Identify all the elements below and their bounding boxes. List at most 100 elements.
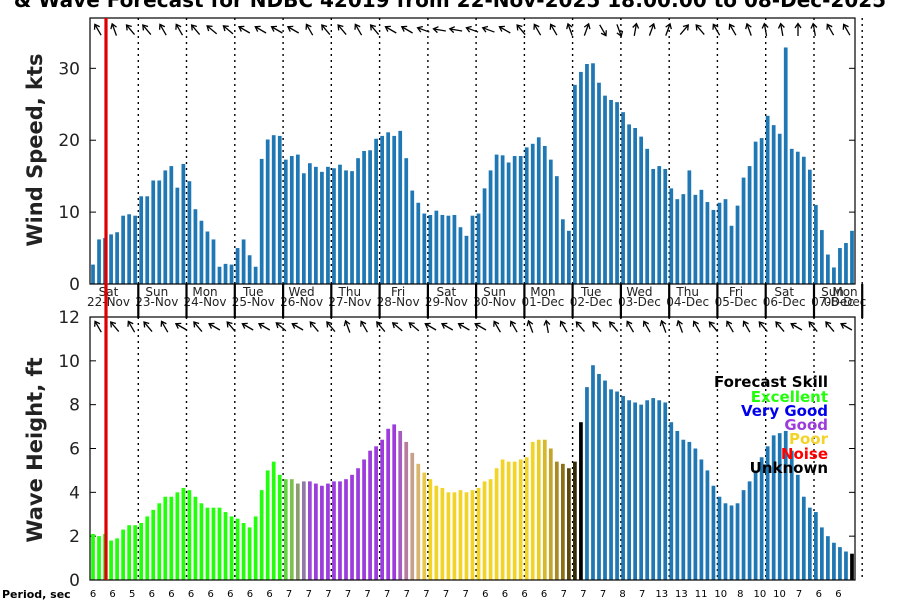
- day-of-week-label: Mon: [832, 285, 857, 299]
- wave-bar: [651, 398, 656, 580]
- wave-bar: [434, 485, 439, 580]
- legend-poor: Poor: [789, 430, 829, 448]
- wave-bar: [386, 428, 391, 580]
- wave-bar: [175, 492, 180, 580]
- period-value: 7: [463, 589, 469, 600]
- date-label: 27-Nov: [328, 295, 371, 309]
- period-value: 8: [619, 589, 625, 600]
- wave-direction-arrow: [742, 320, 751, 333]
- wind-direction-arrow: [222, 25, 234, 35]
- wave-bar: [585, 387, 589, 580]
- legend-unknown: Unknown: [750, 459, 828, 477]
- wind-bar: [277, 135, 282, 284]
- wind-bar: [253, 266, 258, 284]
- wind-direction-arrow: [384, 25, 397, 34]
- wind-direction-arrow: [549, 23, 558, 36]
- wave-bar: [657, 400, 662, 580]
- period-value: 6: [816, 589, 822, 600]
- date-label: 01-Dec: [521, 295, 564, 309]
- wind-bar: [217, 266, 222, 284]
- wave-bar: [368, 450, 372, 580]
- wave-plot-frame: [89, 316, 856, 581]
- wave-bar: [687, 441, 692, 580]
- wind-bar: [97, 239, 101, 284]
- wind-plot-frame: [89, 17, 856, 285]
- wave-bar: [838, 547, 842, 581]
- wave-direction-arrow: [592, 321, 602, 333]
- wind-bar: [844, 243, 848, 284]
- wave-bar: [645, 400, 650, 580]
- wind-direction-arrow: [142, 24, 152, 36]
- wave-bar: [681, 439, 686, 580]
- wind-direction-arrow: [237, 25, 251, 34]
- wave-direction-arrow: [726, 320, 734, 333]
- wind-bar: [265, 139, 270, 284]
- wave-bar: [470, 490, 475, 580]
- wind-y-ticks: 0 10 20 30: [58, 59, 855, 295]
- period-value: 7: [286, 589, 292, 600]
- wave-bar: [223, 512, 228, 580]
- wind-bar: [326, 166, 330, 284]
- wave-direction-arrow: [708, 321, 718, 333]
- wind-bar: [386, 132, 391, 284]
- wind-bar: [139, 196, 144, 284]
- wind-bar: [193, 209, 198, 284]
- period-value: 6: [247, 589, 253, 600]
- wind-bar: [729, 225, 734, 284]
- wave-bar: [820, 527, 824, 580]
- wind-bar: [338, 164, 342, 284]
- wind-direction-arrow: [337, 24, 347, 36]
- wind-direction-arrow: [695, 24, 705, 36]
- wind-bar: [127, 214, 132, 284]
- wave-bar: [235, 518, 240, 580]
- wind-bar: [512, 156, 517, 284]
- day-of-week-label: Tue: [242, 285, 264, 299]
- day-of-week-label: Sun: [145, 285, 168, 299]
- wind-bar: [573, 84, 577, 284]
- wave-bar: [801, 496, 806, 580]
- wind-bar: [133, 215, 138, 284]
- wind-bar: [362, 151, 366, 284]
- wind-direction-arrow: [761, 22, 769, 37]
- wind-direction-arrow: [842, 23, 851, 36]
- wind-bar: [368, 150, 372, 284]
- wind-bar: [747, 166, 752, 284]
- wave-direction-arrow: [309, 321, 319, 333]
- wave-bar: [332, 481, 336, 581]
- wave-direction-arrow: [241, 322, 254, 331]
- wind-direction-arrow: [254, 25, 267, 34]
- wind-bar: [181, 163, 186, 284]
- wave-bar: [500, 459, 505, 580]
- wave-direction-arrow: [825, 321, 835, 333]
- wave-bar: [669, 422, 674, 580]
- wave-y-tick-label: 4: [69, 483, 80, 503]
- period-value: 6: [266, 589, 272, 600]
- wave-bar: [699, 459, 704, 580]
- period-value: 7: [600, 589, 606, 600]
- wind-bar: [615, 102, 619, 284]
- period-value: 6: [90, 589, 96, 600]
- wave-direction-arrow: [526, 319, 534, 333]
- wave-bar: [663, 402, 668, 580]
- wave-direction-arrow: [440, 322, 454, 331]
- day-of-week-label: Fri: [729, 285, 743, 299]
- date-label: 08-Dec: [824, 295, 867, 309]
- period-value: 7: [345, 589, 351, 600]
- legend-very-good: Very Good: [741, 402, 828, 420]
- wind-direction-arrow: [158, 23, 167, 36]
- wave-direction-arrow: [193, 321, 203, 333]
- wave-bars: [91, 365, 854, 581]
- wind-direction-arrow: [190, 24, 201, 36]
- wave-direction-arrow: [608, 321, 619, 333]
- wave-direction-arrow: [543, 319, 551, 334]
- wave-y-tick-label: 6: [69, 440, 80, 460]
- wind-bar: [579, 71, 583, 284]
- wave-bar: [542, 439, 547, 580]
- wind-bar: [663, 168, 668, 284]
- wind-direction-arrow: [745, 22, 752, 36]
- period-value: 5: [129, 589, 135, 600]
- wind-direction-arrow: [416, 25, 430, 33]
- wind-direction-arrow: [432, 26, 446, 34]
- wind-bar: [494, 154, 499, 284]
- day-labels: Sat22-NovSun23-NovMon24-NovTue25-NovWed2…: [87, 284, 866, 318]
